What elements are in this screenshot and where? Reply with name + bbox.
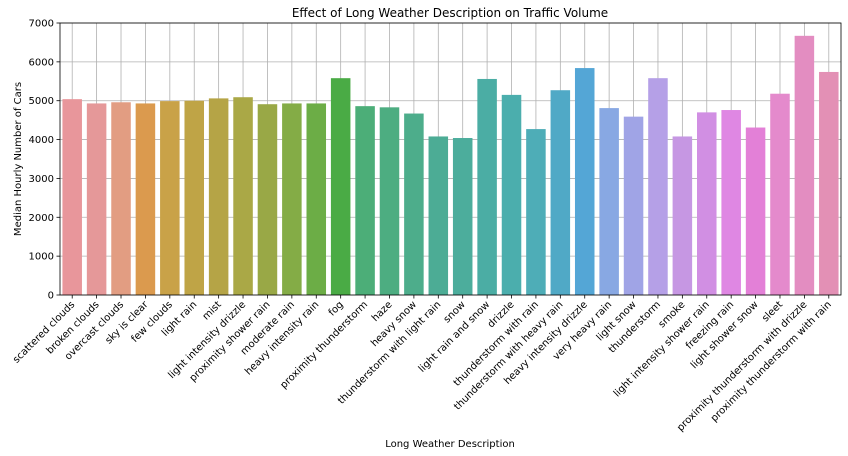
y-tick-label: 5000	[29, 96, 54, 107]
bar-light-shower-snow	[745, 127, 766, 295]
y-tick-label: 4000	[29, 135, 54, 146]
bar-very-heavy-rain	[599, 108, 619, 296]
bar-moderate-rain	[282, 103, 302, 295]
bar-drizzle	[501, 94, 522, 295]
bar-proximity-thunderstorm-with-drizzle	[794, 35, 815, 296]
y-tick-label: 2000	[29, 213, 54, 224]
bar-sleet	[770, 93, 790, 295]
bar-haze	[379, 107, 400, 295]
bar-snow	[452, 138, 473, 295]
bar-light-intensity-drizzle	[233, 97, 253, 296]
bar-heavy-snow	[404, 113, 424, 295]
y-axis-ticks: 0 1000 2000 3000 4000 5000 6000 7000	[29, 19, 60, 302]
bar-overcast-clouds	[111, 102, 131, 295]
bar-few-clouds	[160, 101, 180, 295]
y-axis-title: Median Hourly Number of Cars	[13, 82, 24, 236]
chart-title: Effect of Long Weather Description on Tr…	[292, 6, 608, 20]
bar-mist	[208, 98, 229, 295]
bars	[62, 35, 839, 296]
bar-thunderstorm-with-rain	[526, 129, 546, 295]
bar-freezing-rain	[721, 110, 741, 295]
bar-proximity-thunderstorm	[355, 106, 375, 295]
y-tick-label: 0	[48, 291, 54, 302]
y-tick-label: 6000	[29, 57, 54, 68]
bar-thunderstorm-with-light-rain	[428, 136, 449, 295]
bar-scattered-clouds	[62, 99, 82, 295]
bar-light-snow	[623, 116, 644, 295]
y-tick-label: 7000	[29, 19, 54, 30]
bar-light-intensity-shower-rain	[697, 112, 717, 295]
bar-light-rain-and-snow	[477, 78, 497, 295]
x-tick-label: fog	[327, 299, 346, 318]
plot-frame	[59, 22, 842, 296]
y-tick-label: 3000	[29, 174, 54, 185]
bar-broken-clouds	[86, 103, 107, 295]
bar-light-rain	[184, 100, 204, 295]
bar-thunderstorm-with-heavy-rain	[550, 90, 571, 295]
y-tick-label: 1000	[29, 252, 54, 263]
bar-thunderstorm	[648, 78, 668, 295]
bar-proximity-shower-rain	[257, 104, 278, 295]
bar-proximity-thunderstorm-with-rain	[819, 71, 839, 296]
bar-smoke	[672, 136, 693, 295]
bar-sky-is-clear	[135, 103, 156, 295]
x-axis-title: Long Weather Description	[385, 439, 515, 450]
bar-fog	[330, 78, 351, 295]
bar-heavy-intensity-drizzle	[574, 68, 595, 296]
bar-heavy-intensity-rain	[306, 103, 327, 295]
